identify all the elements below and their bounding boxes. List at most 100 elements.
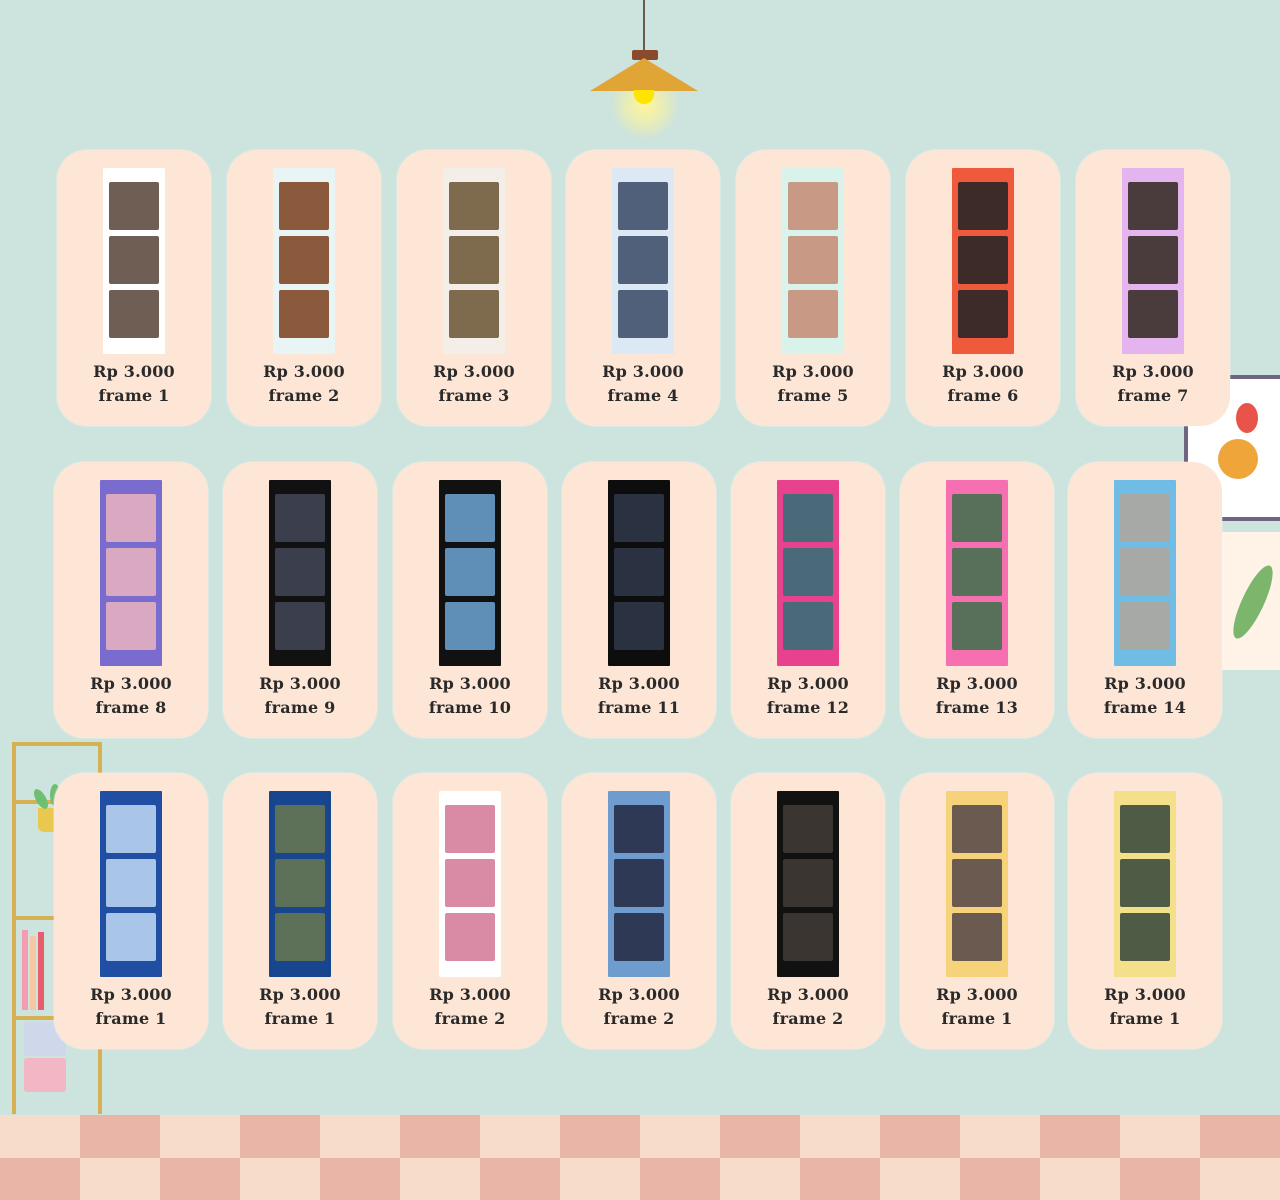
photo-strip-preview: [100, 480, 162, 666]
strip-photo: [1128, 290, 1178, 338]
strip-photo: [614, 913, 664, 961]
frame-price: Rp 3.000: [772, 362, 854, 381]
strip-photo: [279, 182, 329, 230]
frame-name: frame 2: [434, 1009, 506, 1028]
frame-card[interactable]: Rp 3.000 frame 8: [54, 462, 208, 738]
frame-card[interactable]: Rp 3.000 frame 1: [900, 773, 1054, 1049]
photo-strip-preview: [946, 480, 1008, 666]
frame-price: Rp 3.000: [1104, 674, 1186, 693]
photo-strip-preview: [103, 168, 165, 354]
strip-photo: [449, 236, 499, 284]
frame-card[interactable]: Rp 3.000 frame 1: [54, 773, 208, 1049]
frame-name: frame 8: [95, 698, 167, 717]
photo-strip-preview: [100, 791, 162, 977]
frame-name: frame 2: [268, 386, 340, 405]
frame-name: frame 2: [772, 1009, 844, 1028]
frame-price: Rp 3.000: [602, 362, 684, 381]
frame-card[interactable]: Rp 3.000 frame 13: [900, 462, 1054, 738]
strip-photo: [275, 859, 325, 907]
frame-name: frame 14: [1103, 698, 1187, 717]
strip-photo: [445, 805, 495, 853]
frame-card[interactable]: Rp 3.000 frame 11: [562, 462, 716, 738]
frame-card[interactable]: Rp 3.000 frame 5: [736, 150, 890, 426]
frame-card[interactable]: Rp 3.000 frame 2: [227, 150, 381, 426]
frame-price: Rp 3.000: [1112, 362, 1194, 381]
strip-photo: [106, 602, 156, 650]
frame-card[interactable]: Rp 3.000 frame 2: [562, 773, 716, 1049]
frame-card[interactable]: Rp 3.000 frame 12: [731, 462, 885, 738]
strip-photo: [952, 805, 1002, 853]
frame-price: Rp 3.000: [93, 362, 175, 381]
frame-price: Rp 3.000: [429, 985, 511, 1004]
strip-photo: [106, 494, 156, 542]
strip-photo: [788, 236, 838, 284]
frame-price: Rp 3.000: [598, 674, 680, 693]
strip-photo: [614, 859, 664, 907]
strip-photo: [618, 182, 668, 230]
photo-strip-preview: [269, 480, 331, 666]
frame-card[interactable]: Rp 3.000 frame 1: [1068, 773, 1222, 1049]
strip-photo: [788, 290, 838, 338]
frame-card[interactable]: Rp 3.000 frame 10: [393, 462, 547, 738]
frame-card[interactable]: Rp 3.000 frame 1: [57, 150, 211, 426]
strip-photo: [618, 236, 668, 284]
strip-photo: [788, 182, 838, 230]
strip-photo: [614, 494, 664, 542]
strip-photo: [958, 182, 1008, 230]
frame-card[interactable]: Rp 3.000 frame 3: [397, 150, 551, 426]
frame-card[interactable]: Rp 3.000 frame 14: [1068, 462, 1222, 738]
frame-card[interactable]: Rp 3.000 frame 2: [731, 773, 885, 1049]
photo-strip-preview: [1114, 791, 1176, 977]
strip-photo: [1120, 913, 1170, 961]
strip-photo: [445, 859, 495, 907]
photo-strip-preview: [612, 168, 674, 354]
strip-photo: [958, 236, 1008, 284]
strip-photo: [279, 236, 329, 284]
frame-price: Rp 3.000: [90, 674, 172, 693]
frame-name: frame 3: [438, 386, 510, 405]
strip-photo: [1120, 859, 1170, 907]
frame-card[interactable]: Rp 3.000 frame 1: [223, 773, 377, 1049]
strip-photo: [783, 602, 833, 650]
strip-photo: [952, 859, 1002, 907]
strip-photo: [618, 290, 668, 338]
frame-price: Rp 3.000: [1104, 985, 1186, 1004]
strip-photo: [783, 859, 833, 907]
frame-name: frame 1: [941, 1009, 1013, 1028]
frame-name: frame 12: [766, 698, 850, 717]
frame-card[interactable]: Rp 3.000 frame 7: [1076, 150, 1230, 426]
strip-photo: [1120, 548, 1170, 596]
photo-strip-preview: [608, 480, 670, 666]
photo-strip-preview: [439, 480, 501, 666]
frame-name: frame 10: [428, 698, 512, 717]
frame-price: Rp 3.000: [259, 985, 341, 1004]
strip-photo: [1120, 602, 1170, 650]
strip-photo: [445, 913, 495, 961]
frame-card[interactable]: Rp 3.000 frame 4: [566, 150, 720, 426]
frame-price: Rp 3.000: [433, 362, 515, 381]
frame-price: Rp 3.000: [598, 985, 680, 1004]
frame-name: frame 1: [264, 1009, 336, 1028]
photo-strip-preview: [273, 168, 335, 354]
photo-strip-preview: [952, 168, 1014, 354]
photo-strip-preview: [269, 791, 331, 977]
frame-card[interactable]: Rp 3.000 frame 9: [223, 462, 377, 738]
strip-photo: [783, 913, 833, 961]
photo-strip-preview: [777, 480, 839, 666]
frame-price: Rp 3.000: [429, 674, 511, 693]
strip-photo: [106, 913, 156, 961]
frame-name: frame 1: [95, 1009, 167, 1028]
strip-photo: [952, 548, 1002, 596]
frame-name: frame 7: [1117, 386, 1189, 405]
strip-photo: [445, 548, 495, 596]
strip-photo: [106, 805, 156, 853]
frame-price: Rp 3.000: [936, 674, 1018, 693]
strip-photo: [1120, 805, 1170, 853]
wall-art-leaf: [1222, 532, 1280, 670]
frame-name: frame 13: [935, 698, 1019, 717]
strip-photo: [106, 548, 156, 596]
frame-card[interactable]: Rp 3.000 frame 6: [906, 150, 1060, 426]
frame-price: Rp 3.000: [942, 362, 1024, 381]
strip-photo: [1128, 182, 1178, 230]
frame-card[interactable]: Rp 3.000 frame 2: [393, 773, 547, 1049]
